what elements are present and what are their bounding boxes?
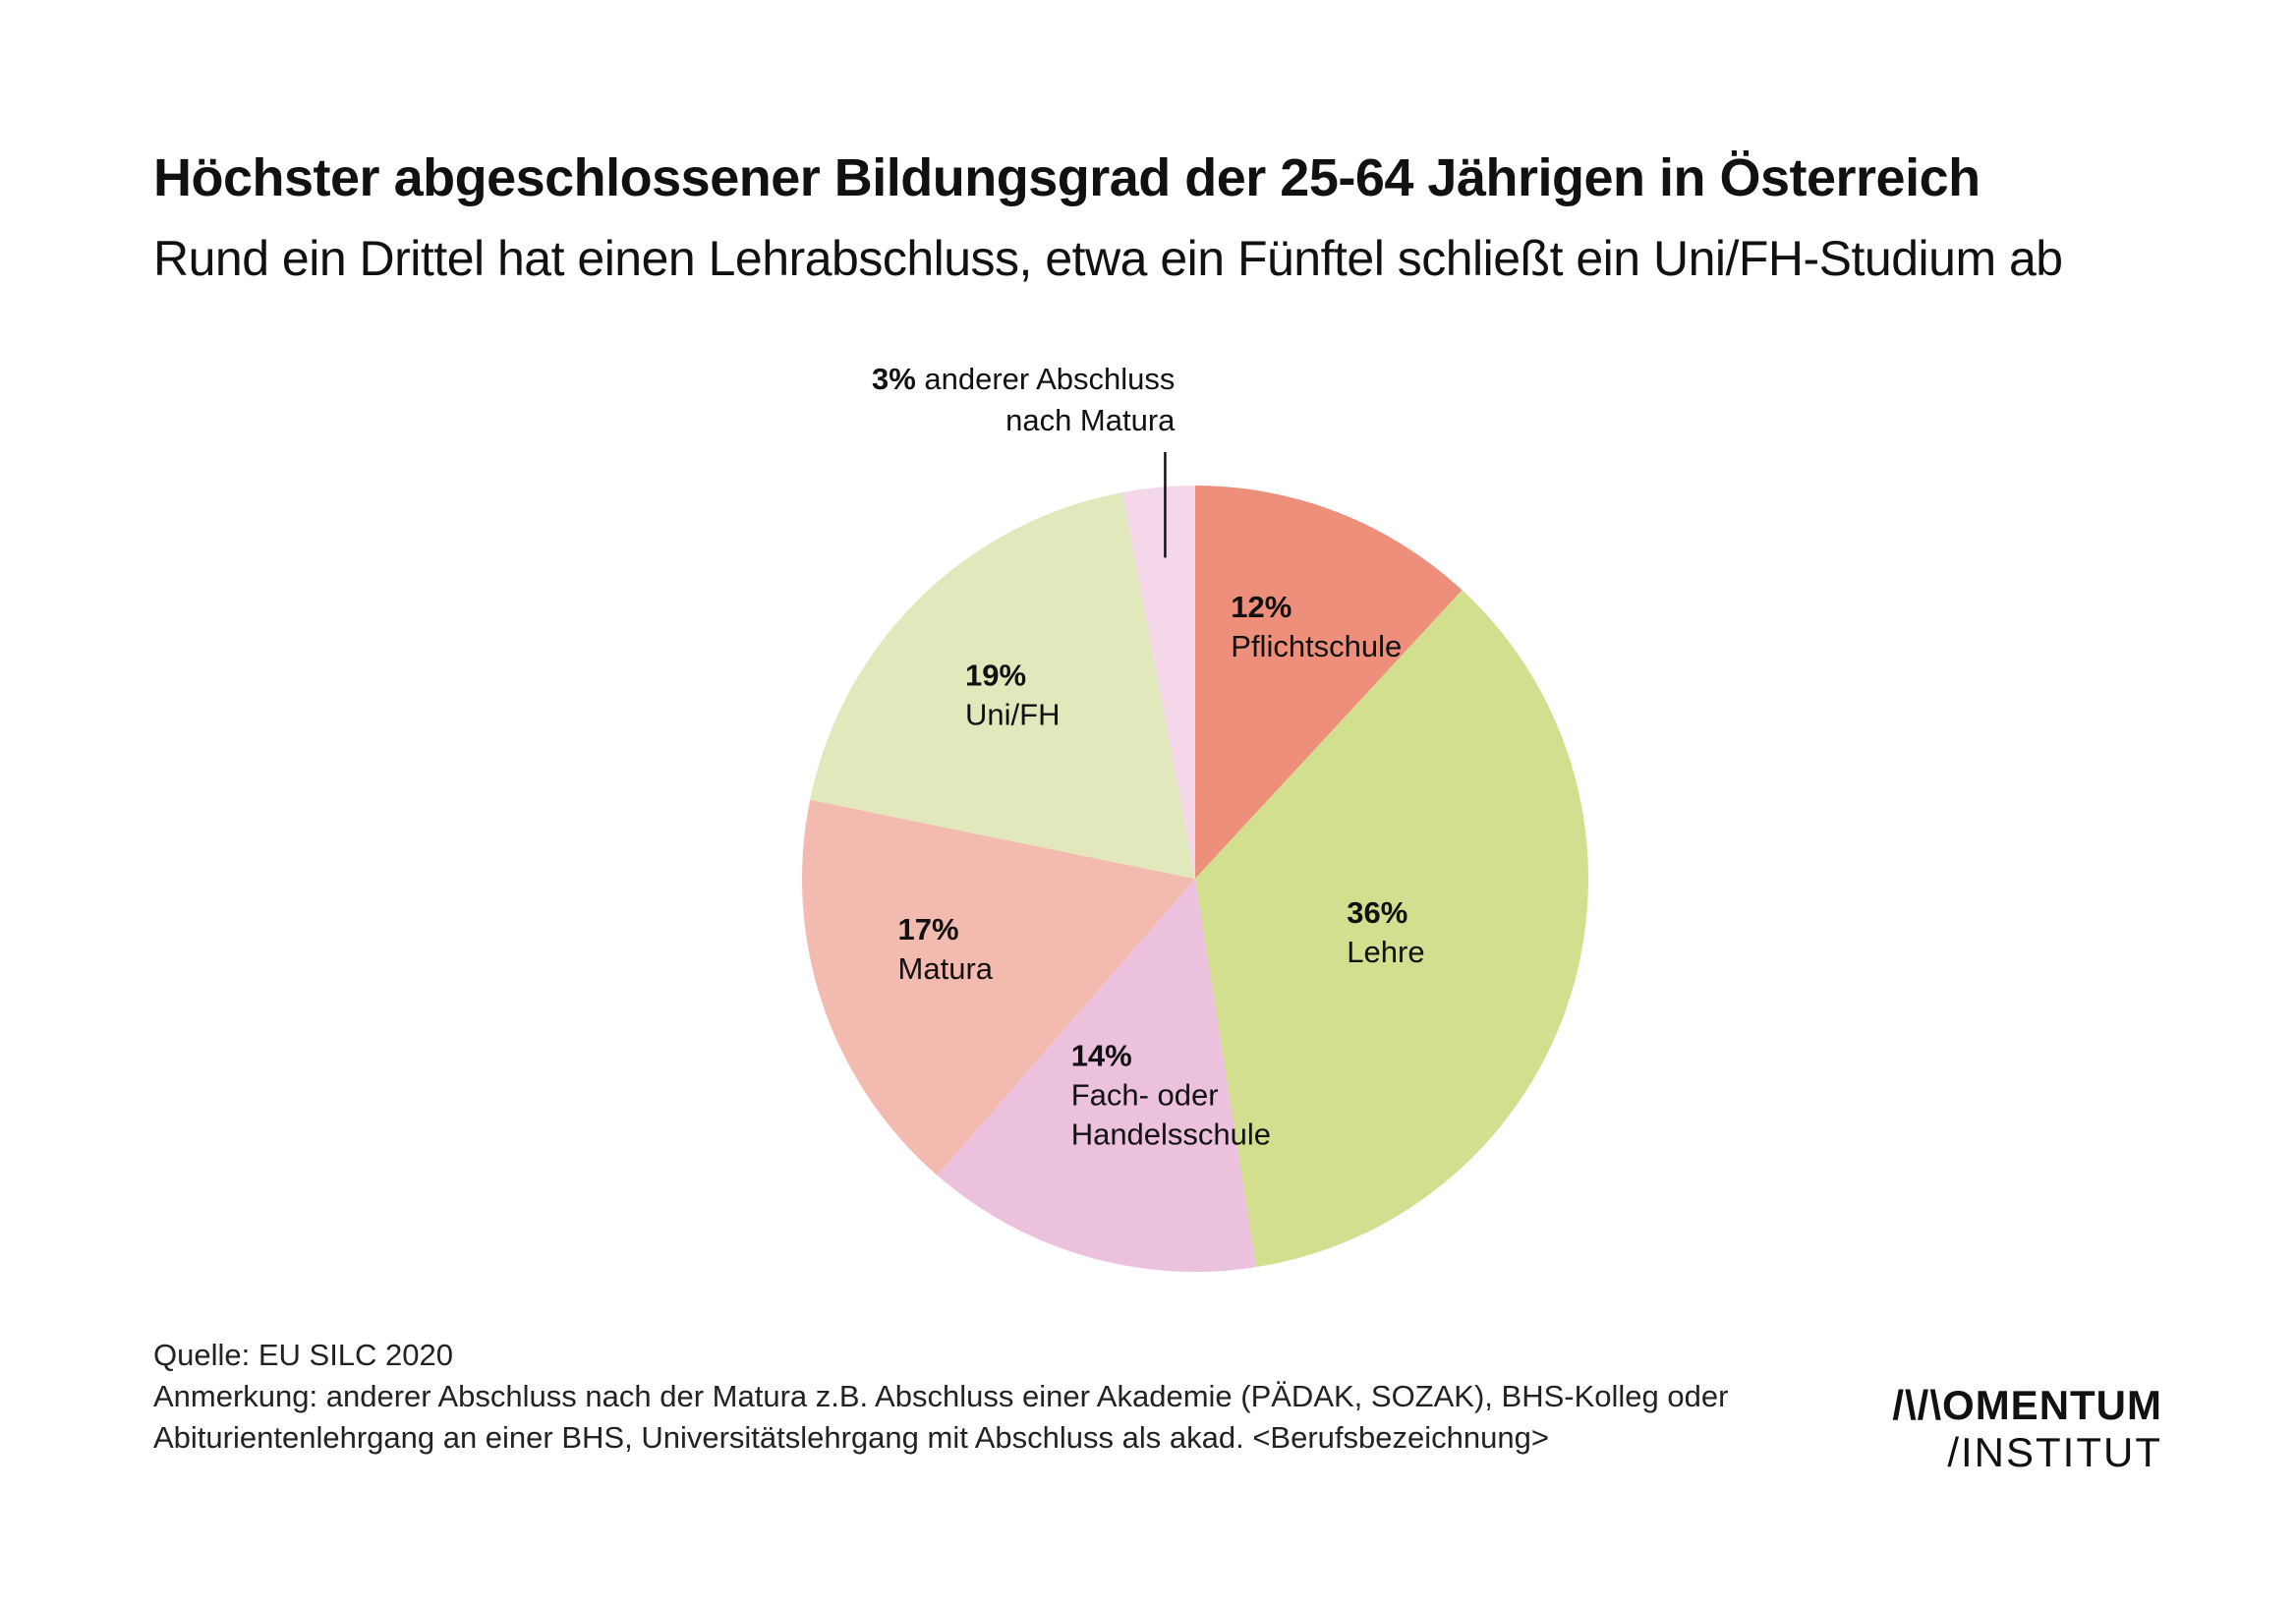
slice-name-label: Matura — [898, 951, 994, 986]
slice-label-5: 19% Uni/FH — [965, 658, 1060, 731]
slice-pct-label: 19% — [965, 658, 1026, 692]
chart-title: Höchster abgeschlossener Bildungsgrad de… — [153, 148, 1980, 207]
slice-label-2: 36% Lehre — [1347, 895, 1424, 969]
callout-label-line2: nach Matura — [1005, 403, 1176, 437]
slice-name-label: Handelsschule — [1071, 1118, 1271, 1152]
slice-label-1: 12% Pflichtschule — [1231, 590, 1402, 663]
slice-name-label: Pflichtschule — [1231, 629, 1402, 663]
pie-slice-2 — [1195, 590, 1588, 1268]
slice-name-label: Uni/FH — [965, 697, 1060, 731]
slice-name-label: Lehre — [1347, 935, 1424, 969]
logo-wordmark-line1: /\/\OMENTUM — [1892, 1382, 2162, 1428]
slice-pct-label: 12% — [1231, 590, 1292, 624]
slice-name-label: Fach- oder — [1071, 1078, 1219, 1113]
source-note: Quelle: EU SILC 2020 — [153, 1338, 454, 1372]
pie-slice-4 — [802, 799, 1195, 1176]
pie-slice-6 — [1121, 486, 1195, 879]
chart-subtitle: Rund ein Drittel hat einen Lehrabschluss… — [153, 231, 2063, 286]
slice-label-3: 14% Fach- oder Handelsschule — [1071, 1039, 1271, 1152]
pie-slice-5 — [810, 491, 1195, 879]
momentum-institut-logo: /\/\OMENTUM /INSTITUT — [1864, 1382, 2162, 1476]
pie-slice-3 — [937, 879, 1256, 1272]
annotation-note: Anmerkung: anderer Abschluss nach der Ma… — [153, 1379, 1729, 1455]
slice-label-4: 17% Matura — [898, 912, 994, 986]
callout-label-line1: 3% anderer Abschluss — [872, 362, 1175, 396]
pie-slice-1 — [1195, 486, 1463, 879]
slice-pct-label: 36% — [1347, 895, 1407, 930]
slice-pct-label: 14% — [1071, 1039, 1132, 1073]
logo-wordmark-line2: /INSTITUT — [1947, 1429, 2162, 1475]
slice-pct-label: 17% — [898, 912, 959, 946]
